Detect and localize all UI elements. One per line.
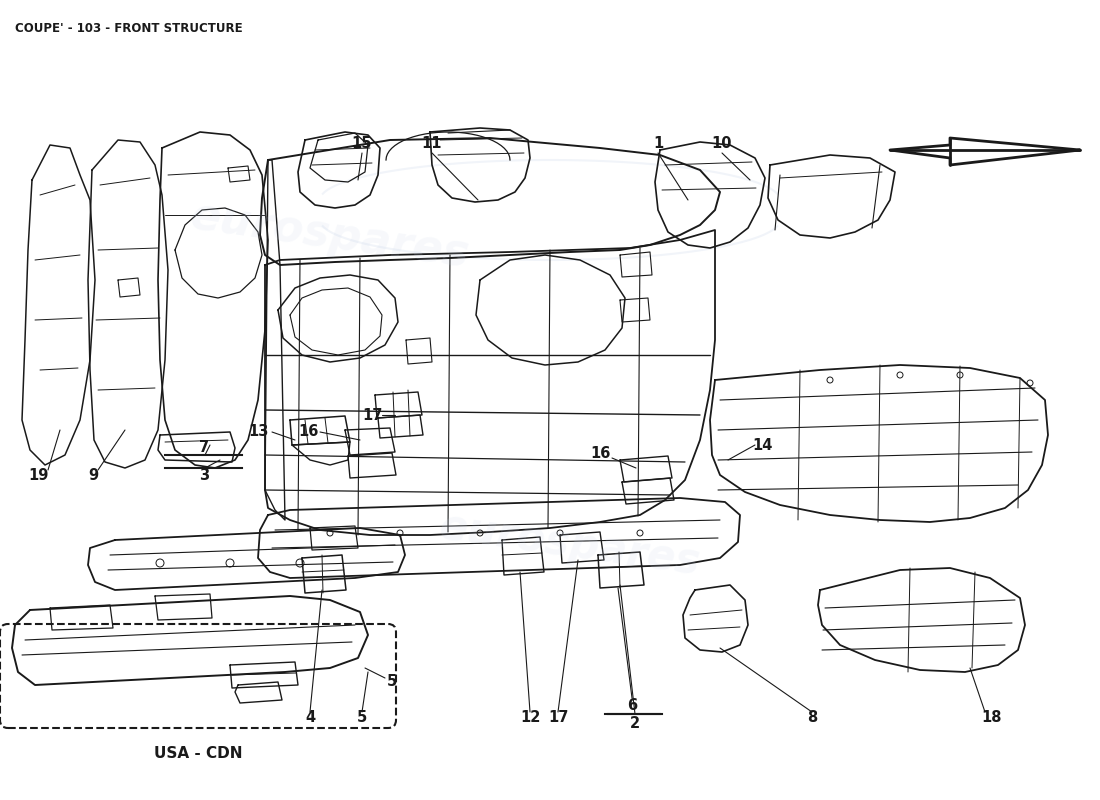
Text: 16: 16: [298, 425, 318, 439]
Text: 19: 19: [28, 467, 48, 482]
Text: 10: 10: [712, 135, 733, 150]
Text: 8: 8: [807, 710, 817, 725]
Text: 12: 12: [520, 710, 540, 725]
Text: COUPE' - 103 - FRONT STRUCTURE: COUPE' - 103 - FRONT STRUCTURE: [15, 22, 243, 35]
Text: 4: 4: [305, 710, 315, 725]
Text: 17: 17: [362, 407, 382, 422]
Text: 11: 11: [421, 135, 442, 150]
Text: 9: 9: [88, 467, 98, 482]
Text: 13: 13: [248, 425, 268, 439]
Text: 1: 1: [653, 135, 663, 150]
Text: 15: 15: [352, 135, 372, 150]
Text: eurospares: eurospares: [188, 194, 472, 276]
Text: 5: 5: [356, 710, 367, 725]
Text: 3: 3: [199, 469, 209, 483]
Text: 6: 6: [627, 698, 637, 714]
Text: USA - CDN: USA - CDN: [154, 746, 242, 762]
Text: eurospares: eurospares: [437, 506, 703, 584]
Text: 18: 18: [981, 710, 1002, 725]
Text: 17: 17: [548, 710, 569, 725]
Text: 5: 5: [387, 674, 397, 690]
Text: 16: 16: [590, 446, 610, 462]
Text: 2: 2: [630, 717, 640, 731]
Text: 7: 7: [199, 441, 209, 455]
Text: 14: 14: [751, 438, 772, 453]
